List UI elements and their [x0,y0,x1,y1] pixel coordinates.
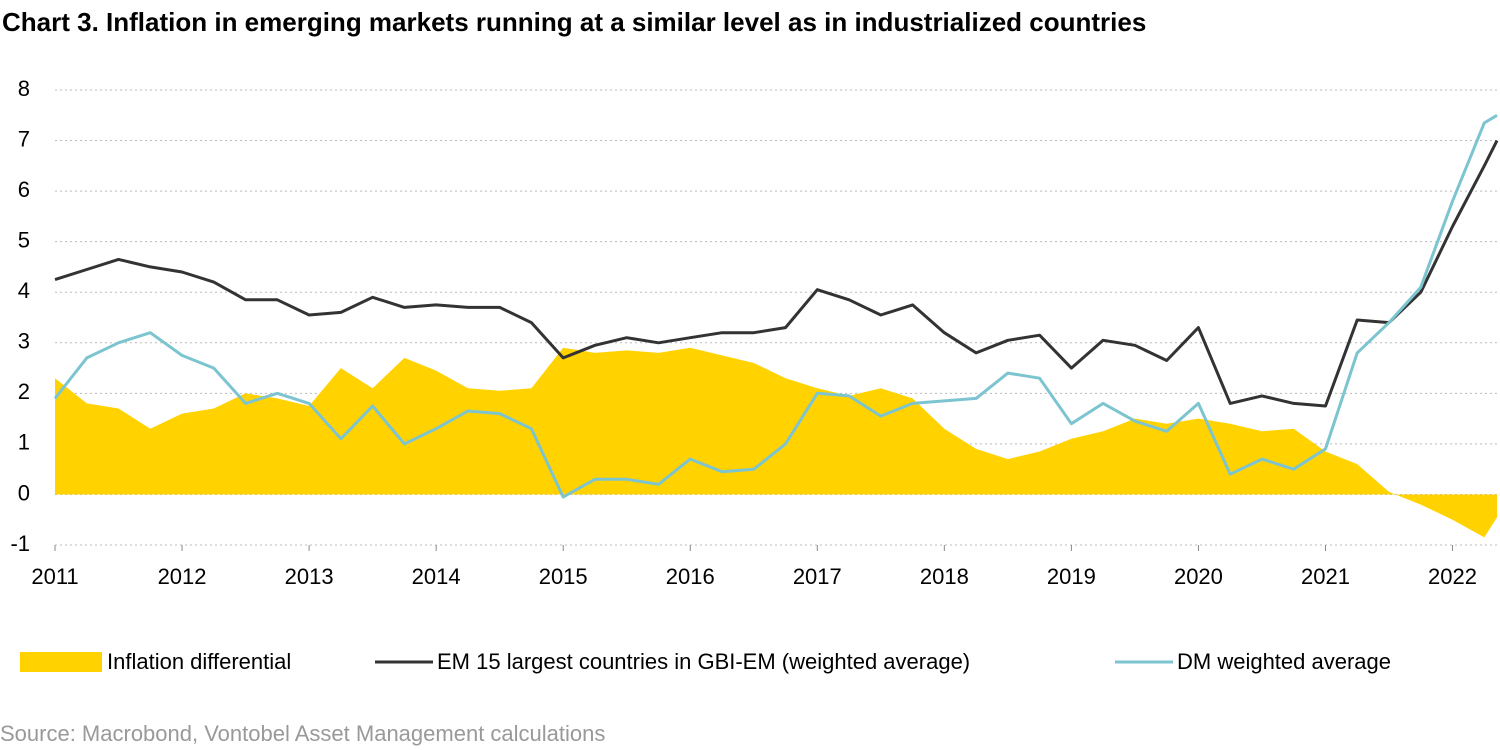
area [55,347,1497,538]
x-tick-label: 2021 [1301,564,1350,589]
line [53,114,1498,499]
x-tick-label: 2020 [1174,564,1223,589]
source-note: Source: Macrobond, Vontobel Asset Manage… [0,721,605,746]
legend-label: EM 15 largest countries in GBI-EM (weigh… [437,649,970,674]
legend-label: DM weighted average [1177,649,1391,674]
x-tick-label: 2016 [666,564,715,589]
x-tick-label: 2022 [1428,564,1477,589]
x-tick-label: 2013 [285,564,334,589]
y-tick-label: 7 [18,126,30,151]
line [54,139,1499,408]
y-tick-label: 8 [18,76,30,101]
y-tick-label: 3 [18,329,30,354]
x-tick-label: 2014 [412,564,461,589]
y-tick-label: 1 [18,430,30,455]
x-tick-label: 2018 [920,564,969,589]
x-tick-label: 2012 [158,564,207,589]
x-tick-label: 2015 [539,564,588,589]
x-tick-label: 2011 [31,564,78,589]
y-tick-label: -1 [10,531,30,556]
y-tick-label: 0 [18,480,30,505]
legend-label: Inflation differential [107,649,291,674]
y-tick-label: 2 [18,379,30,404]
legend-swatch [20,652,102,672]
x-tick-label: 2019 [1047,564,1096,589]
x-tick-label: 2017 [793,564,842,589]
y-tick-label: 5 [18,227,30,252]
y-tick-label: 6 [18,177,30,202]
chart-title: Chart 3. Inflation in emerging markets r… [2,7,1146,37]
y-tick-label: 4 [18,278,30,303]
